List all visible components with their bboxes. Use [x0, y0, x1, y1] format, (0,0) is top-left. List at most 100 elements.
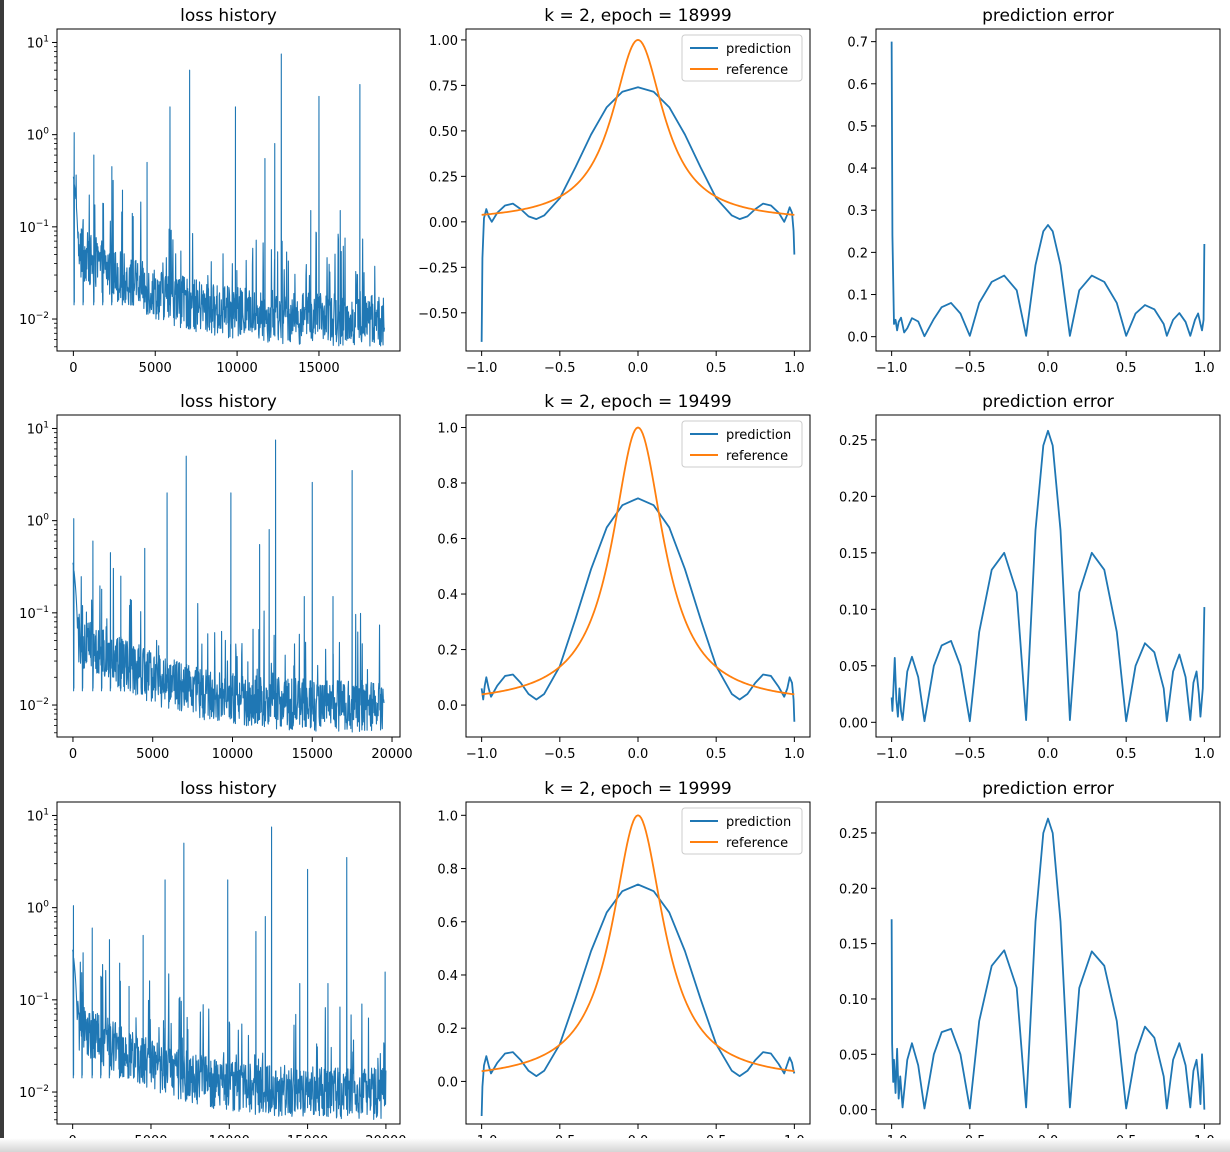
chart-title: k = 2, epoch = 19499: [544, 392, 731, 412]
y-tick-label: 0.00: [839, 716, 868, 731]
y-tick-label: 100: [27, 513, 50, 530]
y-tick-label: 0.0: [437, 1075, 458, 1090]
y-tick-label: 10−1: [19, 992, 49, 1009]
y-tick-label: 1.00: [429, 34, 458, 49]
x-tick-label: 0.5: [706, 1134, 727, 1138]
chart-1-3: prediction error −1.0 −0.5 0.0 0.5 1.0 0.0 0.1 0…: [847, 6, 1221, 376]
legend-label: prediction: [726, 815, 791, 830]
x-tick-label: −1.0: [876, 747, 908, 762]
chart-title: prediction error: [982, 779, 1114, 799]
y-tick-label: 0.2: [847, 246, 868, 261]
window-edge: [0, 0, 4, 1152]
chart-title: prediction error: [982, 6, 1114, 26]
y-tick-label: 1.0: [437, 421, 458, 436]
x-tick-label: 0.0: [628, 747, 649, 762]
y-tick-label: 100: [27, 900, 50, 917]
x-tick-label: 1.0: [1194, 1134, 1215, 1138]
chart-title: loss history: [180, 779, 277, 799]
y-tick-label: 0.4: [437, 969, 458, 984]
x-tick-label: −0.5: [954, 1134, 986, 1138]
legend: prediction reference: [681, 34, 803, 82]
x-tick-label: 15000: [292, 747, 333, 762]
x-tick-label: 0.5: [706, 361, 727, 376]
chart-1-2: k = 2, epoch = 18999 −1.0 −0.5 0.0 0.5 1.0 −0.…: [418, 6, 811, 376]
x-tick-label: −1.0: [466, 361, 498, 376]
y-tick-label: −0.50: [418, 307, 458, 322]
y-tick-label: 0.05: [839, 1048, 868, 1063]
chart-title: loss history: [180, 6, 277, 26]
y-tick-label: 0.20: [839, 490, 868, 505]
x-tick-label: 0.0: [628, 361, 649, 376]
y-tick-label: 0.1: [847, 289, 868, 304]
axes-frame: [875, 28, 1221, 352]
x-tick-label: 1.0: [1194, 361, 1215, 376]
y-tick-label: 0.25: [839, 434, 868, 449]
x-tick-label: 0.5: [1116, 361, 1137, 376]
y-tick-label: 0.50: [429, 125, 458, 140]
x-tick-label: 20000: [365, 1134, 406, 1138]
y-tick-label: 0.20: [839, 882, 868, 897]
x-tick-label: −1.0: [466, 747, 498, 762]
chart-title: prediction error: [982, 392, 1114, 412]
y-tick-label: 0.25: [429, 170, 458, 185]
x-tick-label: 5000: [136, 747, 169, 762]
y-tick-label: 10−1: [19, 605, 49, 622]
y-tick-label: 0.0: [437, 699, 458, 714]
chart-title: k = 2, epoch = 19999: [544, 779, 731, 799]
y-tick-label: 101: [27, 34, 49, 51]
chart-3-1: loss history 0 5000 10000 15000 20000 10−2 10−1…: [19, 779, 406, 1138]
y-tick-label: 0.2: [437, 644, 458, 659]
y-tick-label: 0.75: [429, 79, 458, 94]
y-tick-label: 1.0: [437, 809, 458, 824]
y-tick-label: 0.10: [839, 993, 868, 1008]
chart-2-1: loss history 0 5000 10000 15000 20000 10−2 10−1…: [19, 392, 413, 762]
x-tick-label: 5000: [139, 361, 172, 376]
series-line: [890, 817, 1206, 1110]
x-tick-label: 15000: [287, 1134, 328, 1138]
series-line-prediction: [480, 497, 796, 722]
y-tick-label: 101: [27, 807, 49, 824]
y-tick-label: 0.10: [839, 603, 868, 618]
x-tick-label: 0.0: [628, 1134, 649, 1138]
y-tick-label: 10−2: [19, 1084, 49, 1101]
y-tick-label: 0.7: [847, 36, 868, 51]
legend-label: reference: [726, 836, 788, 851]
legend-label: reference: [726, 449, 788, 464]
series-line-reference: [481, 814, 795, 1073]
y-tick-label: −0.25: [418, 261, 458, 276]
y-tick-label: 0.15: [839, 938, 868, 953]
x-tick-label: 0: [69, 361, 77, 376]
legend-label: prediction: [726, 428, 791, 443]
axes-frame: [875, 414, 1221, 738]
axes-frame: [56, 28, 401, 352]
chart-title: k = 2, epoch = 18999: [544, 6, 731, 26]
series-line: [890, 429, 1206, 723]
y-tick-label: 0.6: [437, 916, 458, 931]
x-tick-label: 1.0: [784, 1134, 805, 1138]
x-tick-label: 0: [69, 1134, 77, 1138]
y-tick-label: 100: [27, 127, 50, 144]
x-tick-label: −0.5: [544, 747, 576, 762]
x-tick-label: 1.0: [784, 361, 805, 376]
series-line: [72, 826, 387, 1120]
x-tick-label: −0.5: [544, 361, 576, 376]
axes-frame: [465, 28, 811, 352]
x-tick-label: 20000: [371, 747, 412, 762]
x-tick-label: −1.0: [876, 361, 908, 376]
x-tick-label: 15000: [298, 361, 339, 376]
y-tick-label: 0.25: [839, 827, 868, 842]
x-tick-label: 10000: [212, 747, 253, 762]
x-tick-label: 0: [69, 747, 77, 762]
series-line-prediction: [480, 86, 796, 342]
axes-frame: [465, 801, 811, 1125]
axes-frame: [56, 414, 401, 738]
legend: prediction reference: [681, 420, 803, 468]
y-tick-label: 10−2: [19, 311, 49, 328]
legend: prediction reference: [681, 807, 803, 855]
y-tick-label: 0.15: [839, 547, 868, 562]
y-tick-label: 0.8: [437, 477, 458, 492]
x-tick-label: −0.5: [544, 1134, 576, 1138]
series-line: [72, 439, 385, 733]
